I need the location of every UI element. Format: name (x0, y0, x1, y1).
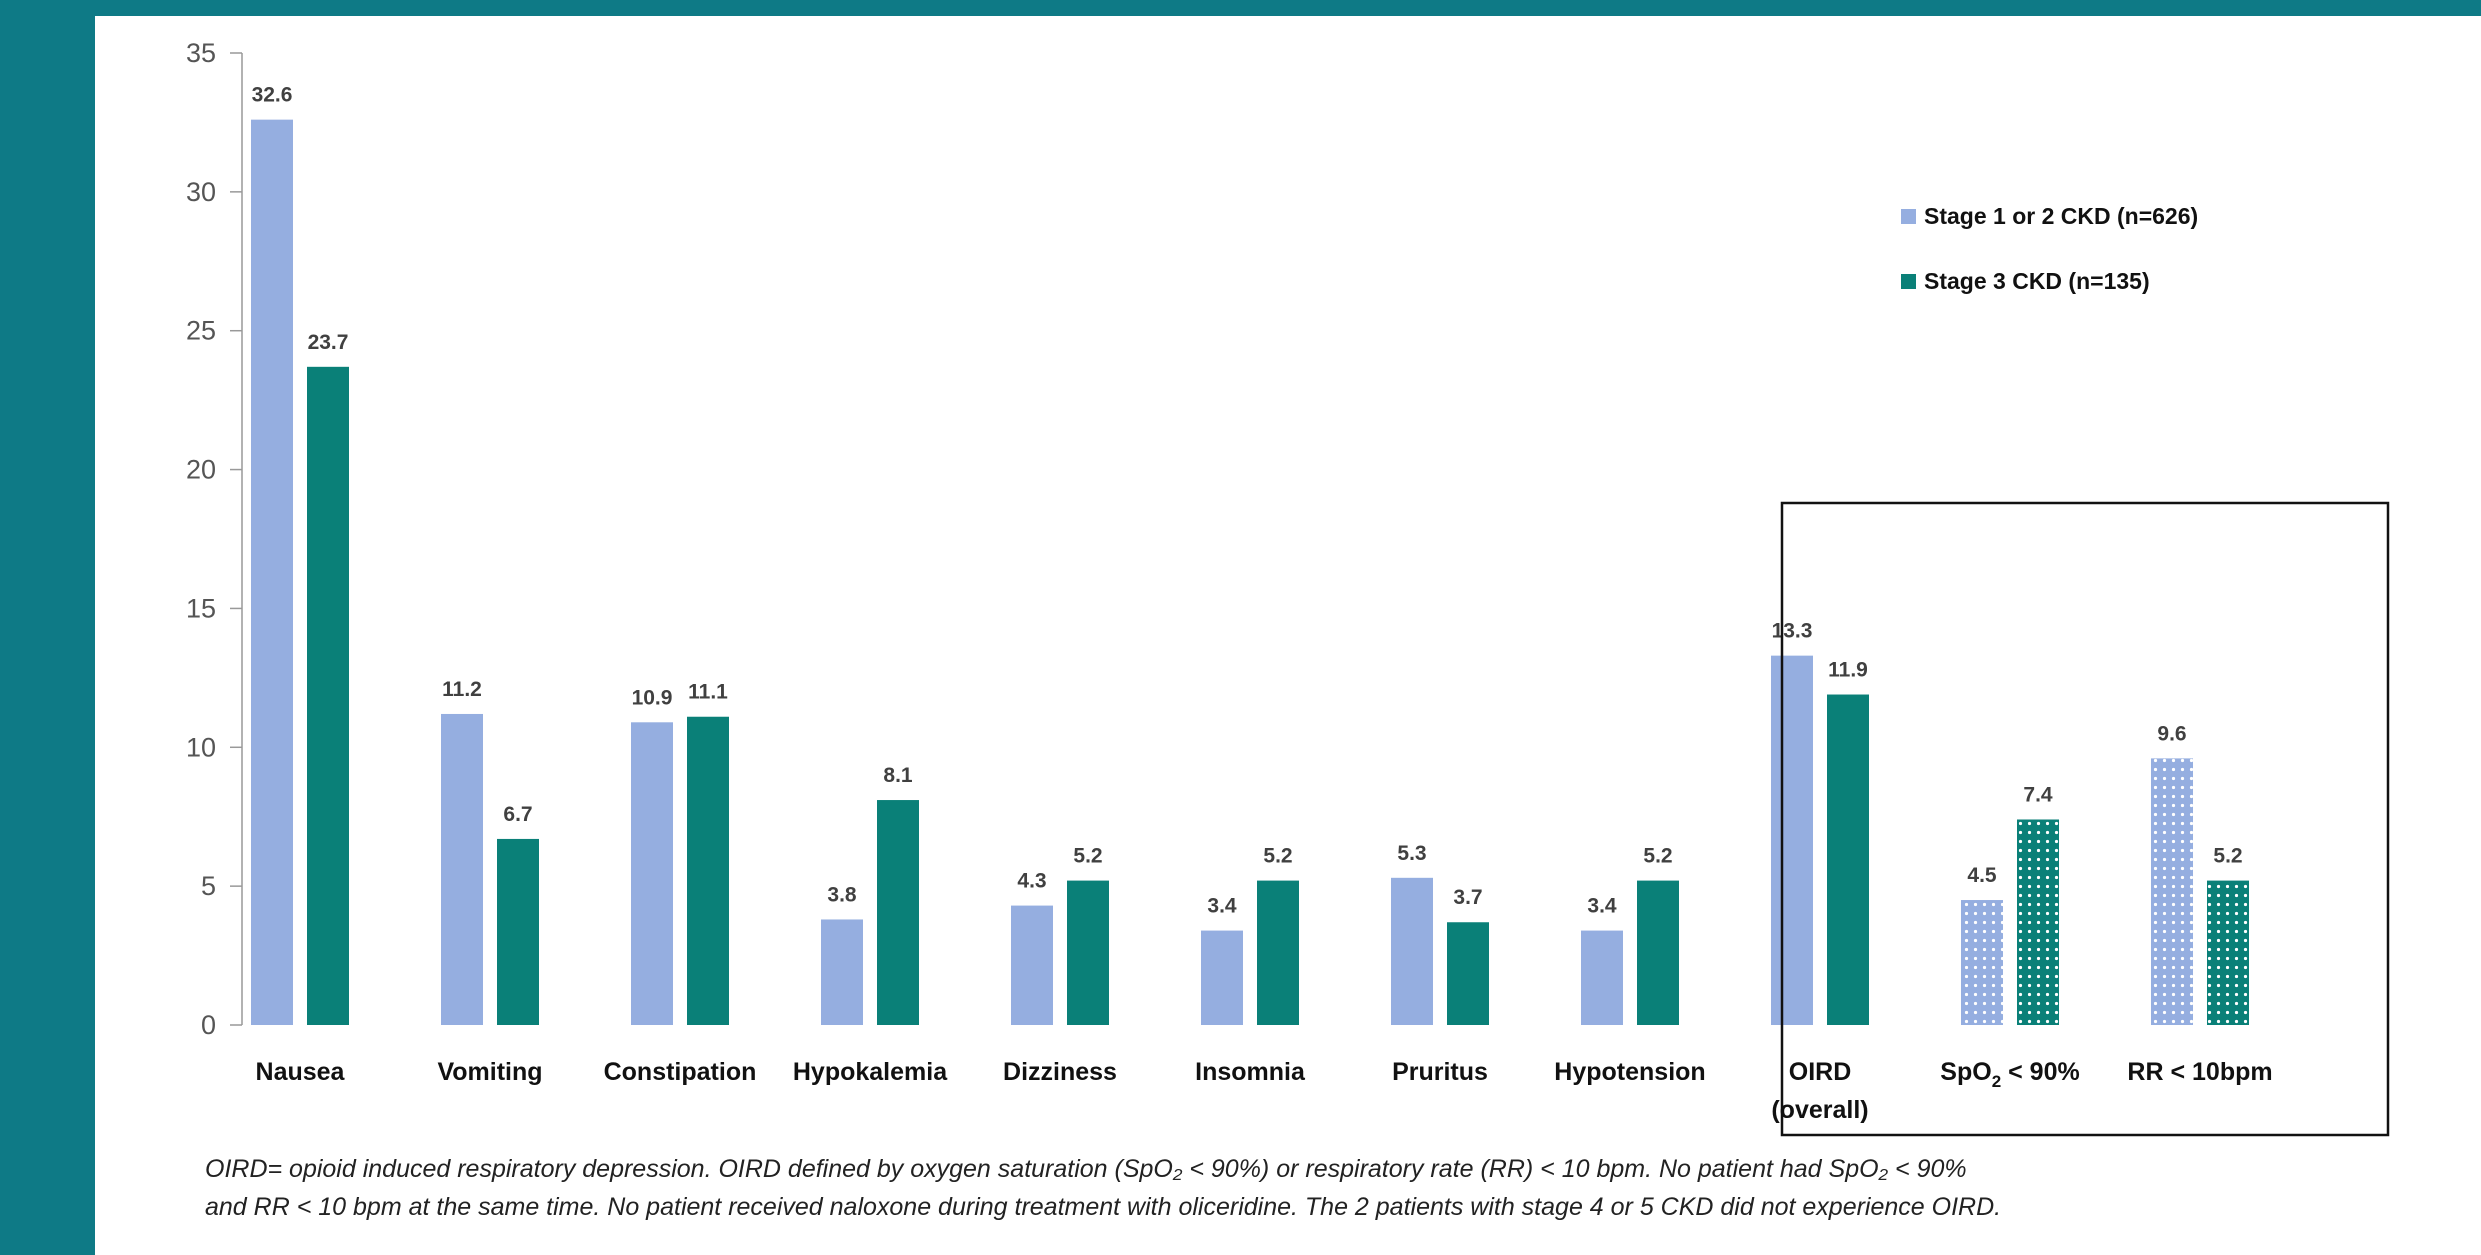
data-label: 13.3 (1772, 620, 1813, 643)
footnote-line-1: OIRD= opioid induced respiratory depress… (205, 1155, 1967, 1183)
y-tick-label: 15 (186, 593, 216, 623)
data-label: 11.1 (688, 681, 728, 704)
x-category-label: Pruritus (1392, 1058, 1488, 1086)
category-labels: Nausea Vomiting Constipation Hypokalemia Diz… (256, 1058, 2273, 1124)
data-label: 4.3 (1017, 870, 1046, 893)
bar (1201, 930, 1243, 1025)
data-label: 5.2 (1073, 845, 1102, 868)
y-tick-label: 30 (186, 177, 216, 207)
data-label: 4.5 (1967, 864, 1997, 887)
data-label: 3.4 (1587, 895, 1617, 918)
data-label: 5.2 (2213, 845, 2242, 868)
data-label: 10.9 (632, 686, 673, 709)
x-category-label: RR < 10bpm (2127, 1058, 2272, 1086)
data-label: 7.4 (2023, 783, 2053, 806)
bar (1067, 880, 1109, 1025)
data-label: 3.8 (827, 883, 857, 906)
x-category-label: SpO2 < 90% (1940, 1058, 2079, 1091)
bar (441, 713, 483, 1025)
bar (307, 366, 349, 1025)
bar (1447, 922, 1489, 1025)
bar (1771, 655, 1813, 1025)
data-label: 11.9 (1828, 659, 1868, 682)
data-label: 3.4 (1207, 895, 1237, 918)
data-label: 9.6 (2157, 722, 2186, 745)
x-category-label: Constipation (604, 1058, 757, 1086)
y-tick-label: 25 (186, 316, 216, 346)
footnote-line-2: and RR < 10 bpm at the same time. No pat… (205, 1193, 2002, 1221)
legend-swatch-stage-3 (1901, 274, 1916, 289)
y-tick-label: 0 (201, 1010, 216, 1040)
x-category-label: OIRD (overall) (1771, 1058, 1868, 1124)
adverse-events-bar-chart: 0 5 10 15 20 25 30 35 32.6 23.7 11.2 6.7 10.9 11.1 3.… (186, 38, 2390, 1137)
bar (497, 838, 539, 1025)
x-category-label: Hypotension (1554, 1058, 1705, 1086)
data-label: 32.6 (252, 84, 293, 107)
x-category-label: Dizziness (1003, 1058, 1117, 1086)
legend: Stage 1 or 2 CKD (n=626) Stage 3 CKD (n=… (1901, 203, 2198, 294)
bar (821, 919, 863, 1025)
bar (2207, 880, 2249, 1025)
oird-highlight-box (1780, 501, 2390, 1137)
data-label: 6.7 (503, 803, 532, 826)
header-band (0, 0, 2481, 16)
footnote: OIRD= opioid induced respiratory depress… (205, 1150, 2455, 1226)
bar (1581, 930, 1623, 1025)
data-label: 23.7 (308, 331, 349, 354)
data-label: 8.1 (883, 764, 913, 787)
bar (1827, 694, 1869, 1025)
y-tick-label: 20 (186, 455, 216, 485)
y-tick-label: 5 (201, 871, 216, 901)
bars: 32.6 23.7 11.2 6.7 10.9 11.1 3.8 8.1 4.3 5.2 3.4 5.… (251, 84, 2249, 1025)
data-label: 3.7 (1453, 886, 1482, 909)
bar (1011, 905, 1053, 1025)
left-accent-band (0, 0, 95, 1255)
bar (2151, 758, 2193, 1025)
bar (877, 800, 919, 1025)
x-category-label: Vomiting (437, 1058, 542, 1086)
bar (2017, 819, 2059, 1025)
legend-label-stage-1-2: Stage 1 or 2 CKD (n=626) (1924, 203, 2198, 229)
legend-swatch-stage-1-2 (1901, 209, 1916, 224)
data-label: 5.2 (1263, 845, 1292, 868)
bar (1257, 880, 1299, 1025)
bar (1637, 880, 1679, 1025)
bar (1391, 877, 1433, 1025)
x-category-label: Insomnia (1195, 1058, 1306, 1086)
data-label: 5.3 (1397, 842, 1426, 865)
data-label: 5.2 (1643, 845, 1672, 868)
y-tick-label: 10 (186, 732, 216, 762)
y-axis: 0 5 10 15 20 25 30 35 (186, 38, 243, 1040)
data-label: 11.2 (442, 678, 482, 701)
y-tick-label: 35 (186, 38, 216, 68)
bar (251, 119, 293, 1025)
bar (631, 722, 673, 1025)
x-category-label: Nausea (256, 1058, 346, 1086)
bar (1961, 900, 2003, 1025)
legend-label-stage-3: Stage 3 CKD (n=135) (1924, 268, 2150, 294)
bar (687, 716, 729, 1025)
x-category-label: Hypokalemia (793, 1058, 948, 1086)
